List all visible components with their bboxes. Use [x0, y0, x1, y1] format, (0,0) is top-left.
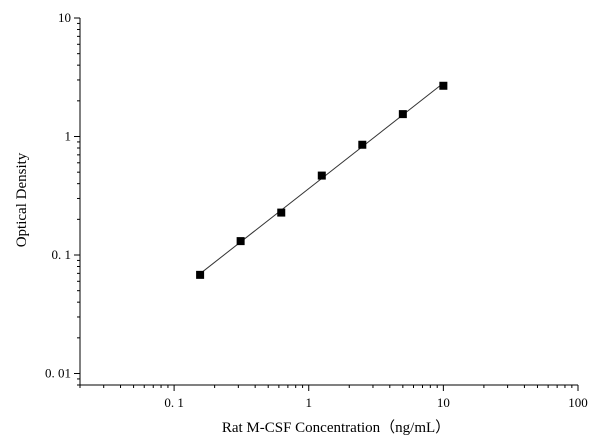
x-tick-label: 100: [568, 395, 588, 410]
data-point: [196, 270, 205, 279]
y-tick-label: 0. 01: [45, 366, 71, 381]
data-point: [398, 110, 407, 119]
y-axis-label: Optical Density: [14, 152, 30, 247]
axes: [74, 17, 579, 391]
x-tick-label: 0. 1: [164, 395, 184, 410]
x-axis-label: Rat M-CSF Concentration（ng/mL）: [222, 419, 450, 436]
data-point: [277, 208, 286, 217]
x-tick-label: 1: [305, 395, 312, 410]
y-tick-label: 1: [65, 129, 72, 144]
y-tick-labels: 0. 01 0. 1 1 10: [45, 10, 71, 381]
y-tick-label: 10: [58, 10, 71, 25]
x-tick-label: 10: [437, 395, 450, 410]
data-points: [196, 81, 448, 279]
data-point: [439, 81, 448, 90]
data-point: [358, 140, 367, 149]
data-point: [317, 171, 326, 180]
x-tick-labels: 0. 1 1 10 100: [164, 395, 587, 410]
y-tick-label: 0. 1: [52, 247, 72, 262]
data-point: [236, 237, 245, 246]
